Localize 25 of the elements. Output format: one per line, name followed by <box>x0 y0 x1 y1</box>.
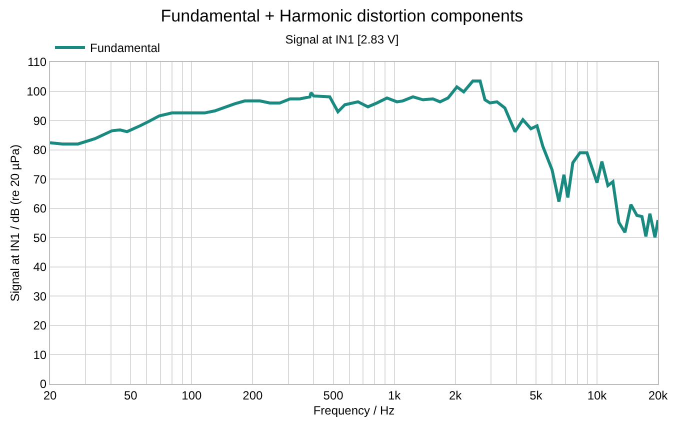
x-tick-label: 100 <box>182 388 202 402</box>
y-tick-label: 40 <box>33 260 47 274</box>
x-tick-label: 1k <box>388 388 402 402</box>
y-tick-label: 90 <box>33 114 47 128</box>
y-tick-label: 50 <box>33 230 47 245</box>
legend-label: Fundamental <box>90 41 160 56</box>
x-tick-label: 10k <box>587 388 608 402</box>
x-tick-label: 5k <box>530 388 544 402</box>
y-tick-label: 10 <box>33 348 47 362</box>
y-axis-title: Signal at IN1 / dB (re 20 µPa) <box>8 144 22 302</box>
chart-title: Fundamental + Harmonic distortion components <box>160 6 524 26</box>
y-tick-label: 80 <box>33 143 47 158</box>
y-tick-label: 70 <box>33 172 47 186</box>
chart-subtitle: Signal at IN1 [2.83 V] <box>285 32 399 46</box>
x-tick-label: 20k <box>648 388 669 402</box>
y-tick-label: 110 <box>27 55 47 70</box>
y-tick-label: 60 <box>33 202 47 216</box>
x-tick-label: 2k <box>448 388 463 402</box>
y-tick-label: 30 <box>33 289 47 304</box>
x-tick-label: 500 <box>323 388 344 402</box>
x-tick-label: 50 <box>124 388 138 402</box>
y-tick-label: 100 <box>26 84 47 98</box>
y-tick-label: 20 <box>33 318 47 333</box>
x-tick-label: 200 <box>242 388 263 402</box>
x-axis-title: Frequency / Hz <box>313 403 395 418</box>
